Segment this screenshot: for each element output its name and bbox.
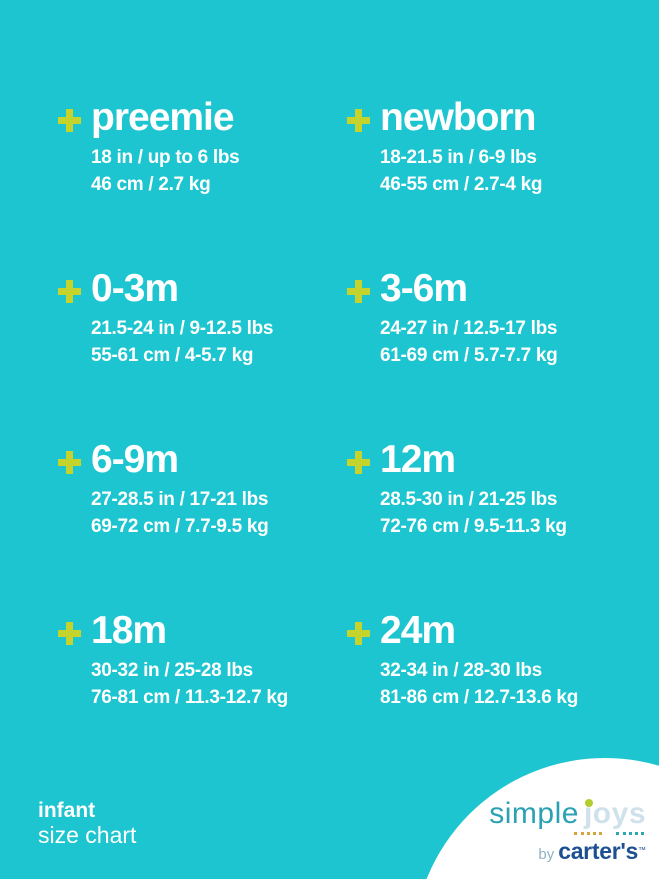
size-label: 24m bbox=[380, 609, 456, 652]
size-block-0-3m: 0-3m 21.5-24 in / 9-12.5 lbs 55-61 cm / … bbox=[58, 269, 347, 440]
size-details: 18-21.5 in / 6-9 lbs 46-55 cm / 2.7-4 kg bbox=[380, 144, 619, 198]
plus-icon bbox=[347, 108, 370, 132]
size-metric: 61-69 cm / 5.7-7.7 kg bbox=[380, 345, 558, 366]
size-label: newborn bbox=[380, 96, 536, 139]
brand-byline: by carter's™ bbox=[489, 838, 646, 865]
size-details: 30-32 in / 25-28 lbs 76-81 cm / 11.3-12.… bbox=[91, 657, 347, 711]
plus-icon bbox=[347, 279, 370, 303]
plus-icon bbox=[58, 450, 81, 474]
size-heading: 12m bbox=[347, 440, 619, 480]
size-details: 32-34 in / 28-30 lbs 81-86 cm / 12.7-13.… bbox=[380, 657, 619, 711]
dots-gold-icon bbox=[574, 832, 602, 835]
size-label: 3-6m bbox=[380, 267, 468, 310]
size-heading: 3-6m bbox=[347, 269, 619, 309]
joy-dot-icon bbox=[584, 799, 593, 807]
size-metric: 81-86 cm / 12.7-13.6 kg bbox=[380, 687, 579, 708]
size-block-6-9m: 6-9m 27-28.5 in / 17-21 lbs 69-72 cm / 7… bbox=[58, 440, 347, 611]
size-imperial: 18-21.5 in / 6-9 lbs bbox=[380, 147, 537, 168]
size-block-12m: 12m 28.5-30 in / 21-25 lbs 72-76 cm / 9.… bbox=[347, 440, 619, 611]
size-block-24m: 24m 32-34 in / 28-30 lbs 81-86 cm / 12.7… bbox=[347, 611, 619, 782]
size-metric: 69-72 cm / 7.7-9.5 kg bbox=[91, 516, 269, 537]
size-label: preemie bbox=[91, 96, 235, 139]
size-imperial: 30-32 in / 25-28 lbs bbox=[91, 660, 253, 681]
size-imperial: 21.5-24 in / 9-12.5 lbs bbox=[91, 318, 274, 339]
brand-joys-label: joys bbox=[583, 797, 646, 830]
dots-teal-icon bbox=[616, 832, 644, 835]
size-label: 0-3m bbox=[91, 267, 179, 310]
brand-joys-text: joys bbox=[584, 797, 646, 830]
size-details: 24-27 in / 12.5-17 lbs 61-69 cm / 5.7-7.… bbox=[380, 315, 619, 369]
chart-title-label: size chart bbox=[38, 822, 137, 848]
size-imperial: 18 in / up to 6 lbs bbox=[91, 147, 240, 168]
size-label: 6-9m bbox=[91, 438, 179, 481]
size-heading: 0-3m bbox=[58, 269, 347, 309]
plus-icon bbox=[347, 450, 370, 474]
size-details: 28.5-30 in / 21-25 lbs 72-76 cm / 9.5-11… bbox=[380, 486, 619, 540]
chart-title: infant size chart bbox=[38, 799, 136, 848]
size-metric: 55-61 cm / 4-5.7 kg bbox=[91, 345, 254, 366]
brand-simple-text: simple bbox=[489, 797, 579, 830]
trademark-symbol: ™ bbox=[638, 845, 646, 855]
size-imperial: 28.5-30 in / 21-25 lbs bbox=[380, 489, 558, 510]
brand-logo: simple joys by carter's™ bbox=[489, 797, 646, 865]
size-heading: 18m bbox=[58, 611, 347, 651]
size-label: 12m bbox=[380, 438, 456, 481]
plus-icon bbox=[58, 279, 81, 303]
size-block-18m: 18m 30-32 in / 25-28 lbs 76-81 cm / 11.3… bbox=[58, 611, 347, 782]
size-details: 21.5-24 in / 9-12.5 lbs 55-61 cm / 4-5.7… bbox=[91, 315, 347, 369]
plus-icon bbox=[58, 621, 81, 645]
size-metric: 72-76 cm / 9.5-11.3 kg bbox=[380, 516, 567, 537]
size-metric: 46 cm / 2.7 kg bbox=[91, 174, 211, 195]
size-block-preemie: preemie 18 in / up to 6 lbs 46 cm / 2.7 … bbox=[58, 98, 347, 269]
brand-carters-text: carter's bbox=[558, 838, 638, 864]
size-block-newborn: newborn 18-21.5 in / 6-9 lbs 46-55 cm / … bbox=[347, 98, 619, 269]
size-metric: 46-55 cm / 2.7-4 kg bbox=[380, 174, 543, 195]
size-metric: 76-81 cm / 11.3-12.7 kg bbox=[91, 687, 288, 708]
size-heading: 6-9m bbox=[58, 440, 347, 480]
plus-icon bbox=[347, 621, 370, 645]
size-details: 18 in / up to 6 lbs 46 cm / 2.7 kg bbox=[91, 144, 347, 198]
size-imperial: 24-27 in / 12.5-17 lbs bbox=[380, 318, 558, 339]
size-label: 18m bbox=[91, 609, 167, 652]
joys-underline-dots bbox=[489, 832, 644, 835]
chart-title-category: infant bbox=[38, 799, 96, 822]
size-grid: preemie 18 in / up to 6 lbs 46 cm / 2.7 … bbox=[58, 98, 619, 782]
size-imperial: 27-28.5 in / 17-21 lbs bbox=[91, 489, 269, 510]
size-heading: preemie bbox=[58, 98, 347, 138]
plus-icon bbox=[58, 108, 81, 132]
brand-wordmark: simple joys bbox=[489, 797, 646, 831]
size-imperial: 32-34 in / 28-30 lbs bbox=[380, 660, 542, 681]
size-details: 27-28.5 in / 17-21 lbs 69-72 cm / 7.7-9.… bbox=[91, 486, 347, 540]
size-heading: newborn bbox=[347, 98, 619, 138]
brand-by-text: by bbox=[538, 846, 555, 863]
size-block-3-6m: 3-6m 24-27 in / 12.5-17 lbs 61-69 cm / 5… bbox=[347, 269, 619, 440]
size-heading: 24m bbox=[347, 611, 619, 651]
